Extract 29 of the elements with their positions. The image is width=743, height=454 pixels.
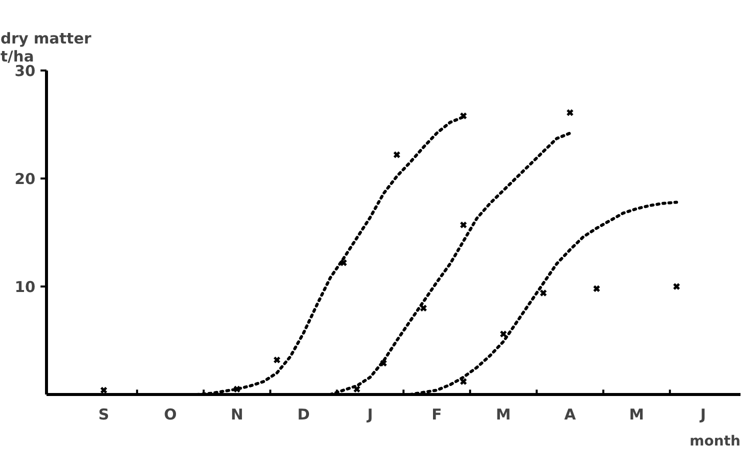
point <box>233 385 241 393</box>
y-tick-label: 10 <box>14 278 36 296</box>
x-tick-label: M <box>496 406 511 424</box>
point <box>566 108 574 116</box>
point <box>273 356 281 364</box>
x-axis-title: month <box>690 434 741 450</box>
x-tick-label: F <box>432 406 442 424</box>
x-tick-label: N <box>230 406 244 424</box>
x-tick-label: O <box>164 406 177 424</box>
point <box>340 259 348 266</box>
point <box>393 151 401 158</box>
x-tick-label: A <box>564 406 576 424</box>
point <box>420 304 428 312</box>
x-tick-label: J <box>699 406 706 424</box>
x-tick-label: J <box>366 406 373 424</box>
x-tick-label: M <box>629 406 644 424</box>
point <box>540 289 548 297</box>
point <box>460 378 468 386</box>
point <box>672 282 680 290</box>
point <box>380 359 388 367</box>
point <box>460 221 468 229</box>
x-tick-label: D <box>297 406 310 424</box>
point <box>100 386 108 394</box>
point <box>353 385 361 393</box>
point <box>460 112 468 120</box>
point <box>500 330 508 338</box>
point <box>592 284 600 292</box>
y-tick-label: 20 <box>14 170 36 188</box>
x-tick-label: S <box>98 406 110 424</box>
